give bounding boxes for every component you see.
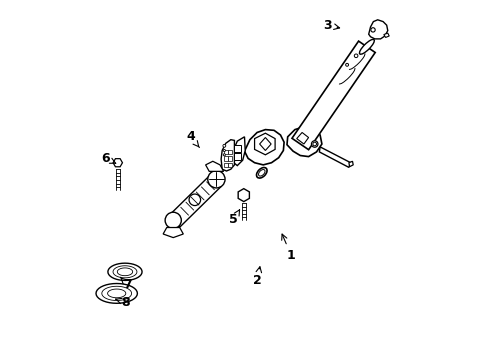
Polygon shape xyxy=(113,159,122,167)
Ellipse shape xyxy=(359,39,374,54)
Polygon shape xyxy=(168,175,221,227)
Polygon shape xyxy=(205,161,223,171)
Polygon shape xyxy=(224,150,227,154)
Polygon shape xyxy=(228,163,231,167)
Ellipse shape xyxy=(256,167,266,178)
Polygon shape xyxy=(228,150,231,154)
Polygon shape xyxy=(108,263,142,280)
Ellipse shape xyxy=(223,144,225,147)
Text: 4: 4 xyxy=(186,130,199,148)
Ellipse shape xyxy=(223,154,225,156)
Text: 7: 7 xyxy=(120,277,132,291)
Polygon shape xyxy=(163,228,183,238)
Polygon shape xyxy=(368,20,387,39)
Polygon shape xyxy=(234,153,241,160)
Polygon shape xyxy=(224,163,227,167)
Polygon shape xyxy=(238,189,249,202)
Polygon shape xyxy=(224,156,227,161)
Polygon shape xyxy=(259,138,270,150)
Text: 2: 2 xyxy=(252,267,261,287)
Polygon shape xyxy=(234,145,241,152)
Text: 6: 6 xyxy=(102,152,116,165)
Ellipse shape xyxy=(354,54,357,58)
Ellipse shape xyxy=(312,142,316,146)
Text: 5: 5 xyxy=(229,210,239,226)
Ellipse shape xyxy=(165,212,181,228)
Text: 1: 1 xyxy=(281,234,295,262)
Polygon shape xyxy=(228,156,231,161)
Polygon shape xyxy=(254,133,275,155)
Polygon shape xyxy=(244,130,284,165)
Ellipse shape xyxy=(370,28,374,32)
Polygon shape xyxy=(319,147,350,167)
Ellipse shape xyxy=(207,171,224,188)
Polygon shape xyxy=(96,284,137,303)
Polygon shape xyxy=(383,33,388,37)
Text: 8: 8 xyxy=(116,296,130,309)
Polygon shape xyxy=(348,161,352,167)
Polygon shape xyxy=(221,140,234,171)
Polygon shape xyxy=(296,132,308,144)
Polygon shape xyxy=(286,127,321,157)
Ellipse shape xyxy=(345,63,348,66)
Polygon shape xyxy=(291,41,374,150)
Polygon shape xyxy=(232,137,244,166)
Ellipse shape xyxy=(223,149,225,152)
Ellipse shape xyxy=(311,141,317,147)
Ellipse shape xyxy=(189,194,200,206)
Text: 3: 3 xyxy=(323,19,339,32)
